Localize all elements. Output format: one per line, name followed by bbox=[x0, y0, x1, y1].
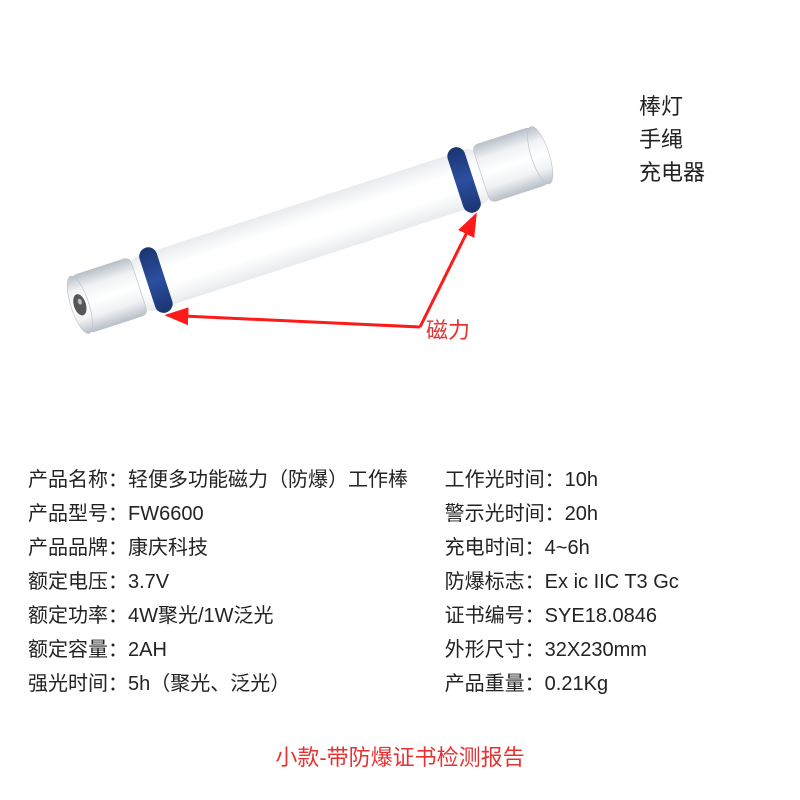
footer-note: 小款-带防爆证书检测报告 bbox=[0, 740, 800, 772]
accessory-item: 手绳 bbox=[639, 123, 705, 156]
spec-value: 5h（聚光、泛光） bbox=[128, 669, 290, 700]
spec-label: 证书编号： bbox=[445, 601, 545, 632]
spec-value: 轻便多功能磁力（防爆）工作棒 bbox=[128, 465, 408, 496]
spec-column-left: 产品名称：轻便多功能磁力（防爆）工作棒产品型号：FW6600产品品牌：康庆科技额… bbox=[28, 465, 435, 700]
spec-label: 产品名称： bbox=[28, 465, 128, 496]
spec-row: 警示光时间：20h bbox=[445, 499, 772, 530]
spec-label: 工作光时间： bbox=[445, 465, 565, 496]
accessories-list: 棒灯 手绳 充电器 bbox=[639, 90, 705, 189]
spec-value: 20h bbox=[565, 499, 598, 530]
spec-value: 4~6h bbox=[545, 533, 590, 564]
spec-row: 强光时间：5h（聚光、泛光） bbox=[28, 669, 435, 700]
spec-row: 外形尺寸：32X230mm bbox=[445, 635, 772, 666]
magnetic-callout-label: 磁力 bbox=[426, 313, 470, 345]
spec-label: 产品重量： bbox=[445, 669, 545, 700]
spec-value: 10h bbox=[565, 465, 598, 496]
spec-row: 额定功率：4W聚光/1W泛光 bbox=[28, 601, 435, 632]
spec-label: 警示光时间： bbox=[445, 499, 565, 530]
spec-row: 额定电压：3.7V bbox=[28, 567, 435, 598]
spec-row: 额定容量：2AH bbox=[28, 635, 435, 666]
spec-column-right: 工作光时间：10h警示光时间：20h充电时间：4~6h防爆标志：Ex ic II… bbox=[445, 465, 772, 700]
accessory-item: 充电器 bbox=[639, 156, 705, 189]
spec-label: 产品品牌： bbox=[28, 533, 128, 564]
spec-label: 外形尺寸： bbox=[445, 635, 545, 666]
spec-value: 32X230mm bbox=[545, 635, 647, 666]
spec-label: 充电时间： bbox=[445, 533, 545, 564]
spec-row: 产品品牌：康庆科技 bbox=[28, 533, 435, 564]
spec-value: FW6600 bbox=[128, 499, 204, 530]
spec-value: 0.21Kg bbox=[545, 669, 608, 700]
spec-label: 额定功率： bbox=[28, 601, 128, 632]
spec-value: SYE18.0846 bbox=[545, 601, 657, 632]
accessory-item: 棒灯 bbox=[639, 90, 705, 123]
spec-value: 4W聚光/1W泛光 bbox=[128, 601, 274, 632]
spec-label: 额定容量： bbox=[28, 635, 128, 666]
spec-row: 工作光时间：10h bbox=[445, 465, 772, 496]
spec-label: 防爆标志： bbox=[445, 567, 545, 598]
spec-label: 额定电压： bbox=[28, 567, 128, 598]
spec-row: 产品重量：0.21Kg bbox=[445, 669, 772, 700]
spec-value: 3.7V bbox=[128, 567, 169, 598]
spec-row: 防爆标志：Ex ic IIC T3 Gc bbox=[445, 567, 772, 598]
spec-label: 产品型号： bbox=[28, 499, 128, 530]
spec-label: 强光时间： bbox=[28, 669, 128, 700]
spec-row: 产品名称：轻便多功能磁力（防爆）工作棒 bbox=[28, 465, 435, 496]
spec-table: 产品名称：轻便多功能磁力（防爆）工作棒产品型号：FW6600产品品牌：康庆科技额… bbox=[28, 465, 772, 700]
spec-row: 产品型号：FW6600 bbox=[28, 499, 435, 530]
spec-value: Ex ic IIC T3 Gc bbox=[545, 567, 679, 598]
spec-row: 证书编号：SYE18.0846 bbox=[445, 601, 772, 632]
spec-row: 充电时间：4~6h bbox=[445, 533, 772, 564]
spec-value: 2AH bbox=[128, 635, 167, 666]
spec-value: 康庆科技 bbox=[128, 533, 208, 564]
